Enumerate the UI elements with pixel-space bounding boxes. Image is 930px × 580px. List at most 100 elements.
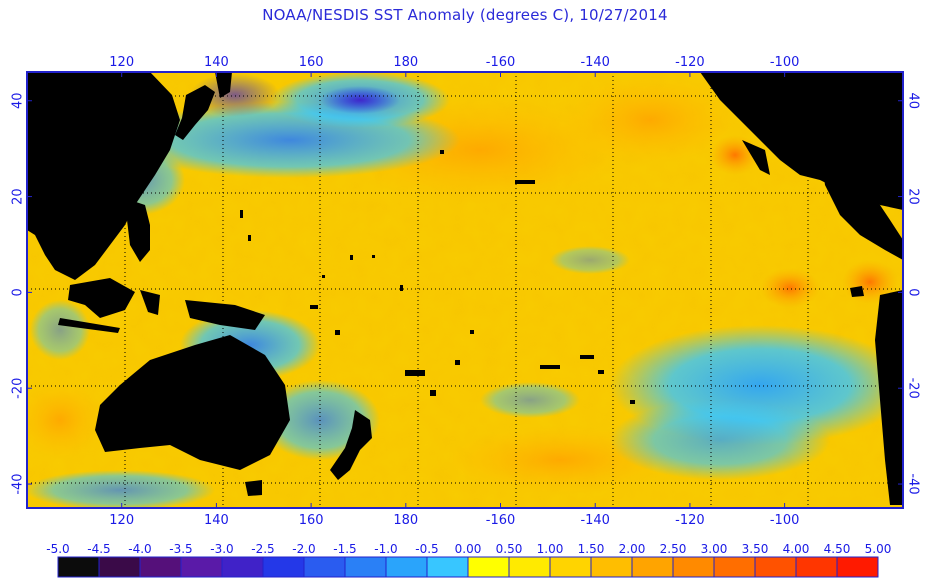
lon-label-top: -120 xyxy=(675,55,705,70)
lon-label-top: 180 xyxy=(393,55,418,70)
map-frame xyxy=(26,71,904,509)
lat-label-right: 40 xyxy=(906,92,921,109)
land-baja-california xyxy=(742,140,770,175)
land-mexico-central-america xyxy=(820,145,903,260)
colorbar-swatch xyxy=(304,557,345,577)
land-south-america xyxy=(875,290,903,505)
lat-label-left: 20 xyxy=(11,188,26,205)
colorbar-swatch xyxy=(796,557,837,577)
colorbar xyxy=(57,556,879,578)
land-galapagos xyxy=(850,286,864,297)
colorbar-label: -4.5 xyxy=(87,542,110,556)
lon-label-bottom: -140 xyxy=(580,513,610,528)
lat-label-left: 40 xyxy=(11,92,26,109)
colorbar-swatch xyxy=(837,557,878,577)
colorbar-label: 2.50 xyxy=(660,542,687,556)
lon-label-bottom: 140 xyxy=(204,513,229,528)
latitude-labels-right: 40 20 0 -20 -40 xyxy=(898,92,921,495)
land-new-guinea xyxy=(185,300,265,330)
cool-anomaly-south-pacific-2 xyxy=(610,400,830,480)
cool-anomaly-indonesia-west xyxy=(30,300,90,360)
lat-label-right: -20 xyxy=(906,378,921,399)
land-asia xyxy=(27,72,180,280)
lon-label-top: -100 xyxy=(770,55,800,70)
colorbar-swatch xyxy=(263,557,304,577)
land-new-zealand xyxy=(330,410,372,480)
colorbar-swatch xyxy=(468,557,509,577)
lon-label-bottom: -160 xyxy=(486,513,516,528)
latitude-labels-left: 40 20 0 -20 -40 xyxy=(11,92,32,495)
land-sulawesi-moluccas xyxy=(140,290,160,315)
colorbar-label: 3.00 xyxy=(701,542,728,556)
land-masses xyxy=(27,72,903,505)
cool-anomaly-equatorial xyxy=(550,246,630,274)
lat-label-right: 0 xyxy=(906,288,921,296)
colorbar-label: -2.5 xyxy=(251,542,274,556)
colorbar-swatch xyxy=(673,557,714,577)
colorbar-swatch xyxy=(181,557,222,577)
lon-label-bottom: -120 xyxy=(675,513,705,528)
colorbar-swatch xyxy=(755,557,796,577)
colorbar-label: -4.0 xyxy=(128,542,151,556)
colorbar-swatch xyxy=(632,557,673,577)
colorbar-label: 2.00 xyxy=(619,542,646,556)
lat-label-right: -40 xyxy=(906,473,921,494)
land-java xyxy=(58,318,120,333)
cool-anomaly-central-south-pacific xyxy=(480,382,580,418)
strong-cool-anomaly-north-pacific xyxy=(320,86,400,114)
colorbar-label: 0.50 xyxy=(496,542,523,556)
colorbar-label: -3.5 xyxy=(169,542,192,556)
lon-label-top: -160 xyxy=(486,55,516,70)
land-japan xyxy=(175,85,215,140)
warm-anomaly-indian-ocean xyxy=(27,380,105,460)
lon-label-top: -140 xyxy=(580,55,610,70)
land-philippines xyxy=(127,200,150,262)
colorbar-label: 0.00 xyxy=(455,542,482,556)
lat-label-left: -40 xyxy=(11,473,26,494)
longitude-labels-top: 120 140 160 180 -160 -140 -120 -100 xyxy=(109,55,799,77)
cool-anomaly-southern-ocean xyxy=(27,470,215,508)
colorbar-swatch xyxy=(222,557,263,577)
colorbar-swatch xyxy=(58,557,99,577)
colorbar-label: -5.0 xyxy=(46,542,69,556)
graticule xyxy=(27,72,903,508)
lon-label-bottom: 160 xyxy=(299,513,324,528)
colorbar-label: -3.0 xyxy=(210,542,233,556)
lon-label-bottom: -100 xyxy=(770,513,800,528)
colorbar-label: 1.50 xyxy=(578,542,605,556)
lon-label-top: 120 xyxy=(109,55,134,70)
colorbar-swatch xyxy=(714,557,755,577)
colorbar-swatch xyxy=(345,557,386,577)
colorbar-swatch xyxy=(591,557,632,577)
colorbar-swatch xyxy=(140,557,181,577)
lon-label-bottom: 180 xyxy=(393,513,418,528)
colorbar-label: -1.0 xyxy=(374,542,397,556)
colorbar-swatch xyxy=(99,557,140,577)
land-borneo-sumatra xyxy=(68,278,135,318)
lat-label-right: 20 xyxy=(906,188,921,205)
pacific-islands xyxy=(240,150,635,404)
colorbar-label: 1.00 xyxy=(537,542,564,556)
map-title: NOAA/NESDIS SST Anomaly (degrees C), 10/… xyxy=(262,6,668,24)
lon-label-top: 160 xyxy=(299,55,324,70)
colorbar-swatch xyxy=(509,557,550,577)
colorbar-swatch xyxy=(427,557,468,577)
lat-label-left: 0 xyxy=(11,288,26,296)
colorbar-label: -1.5 xyxy=(333,542,356,556)
colorbar-label: 4.00 xyxy=(783,542,810,556)
colorbar-swatch xyxy=(386,557,427,577)
sst-field xyxy=(27,72,903,508)
land-australia xyxy=(95,335,290,470)
colorbar-label: -0.5 xyxy=(415,542,438,556)
warm-anomaly-northeast-pacific xyxy=(560,75,740,165)
warm-anomaly-equatorial-east xyxy=(760,268,820,308)
colorbar-swatch xyxy=(550,557,591,577)
longitude-labels-bottom: 120 140 160 180 -160 -140 -120 -100 xyxy=(109,503,799,528)
lon-label-bottom: 120 xyxy=(109,513,134,528)
colorbar-label: 3.50 xyxy=(742,542,769,556)
colorbar-labels: -5.0 -4.5 -4.0 -3.5 -3.0 -2.5 -2.0 -1.5 -1.0 -0.5… xyxy=(46,542,891,556)
lat-label-left: -20 xyxy=(11,378,26,399)
lon-label-top: 140 xyxy=(204,55,229,70)
land-tasmania xyxy=(245,480,262,496)
